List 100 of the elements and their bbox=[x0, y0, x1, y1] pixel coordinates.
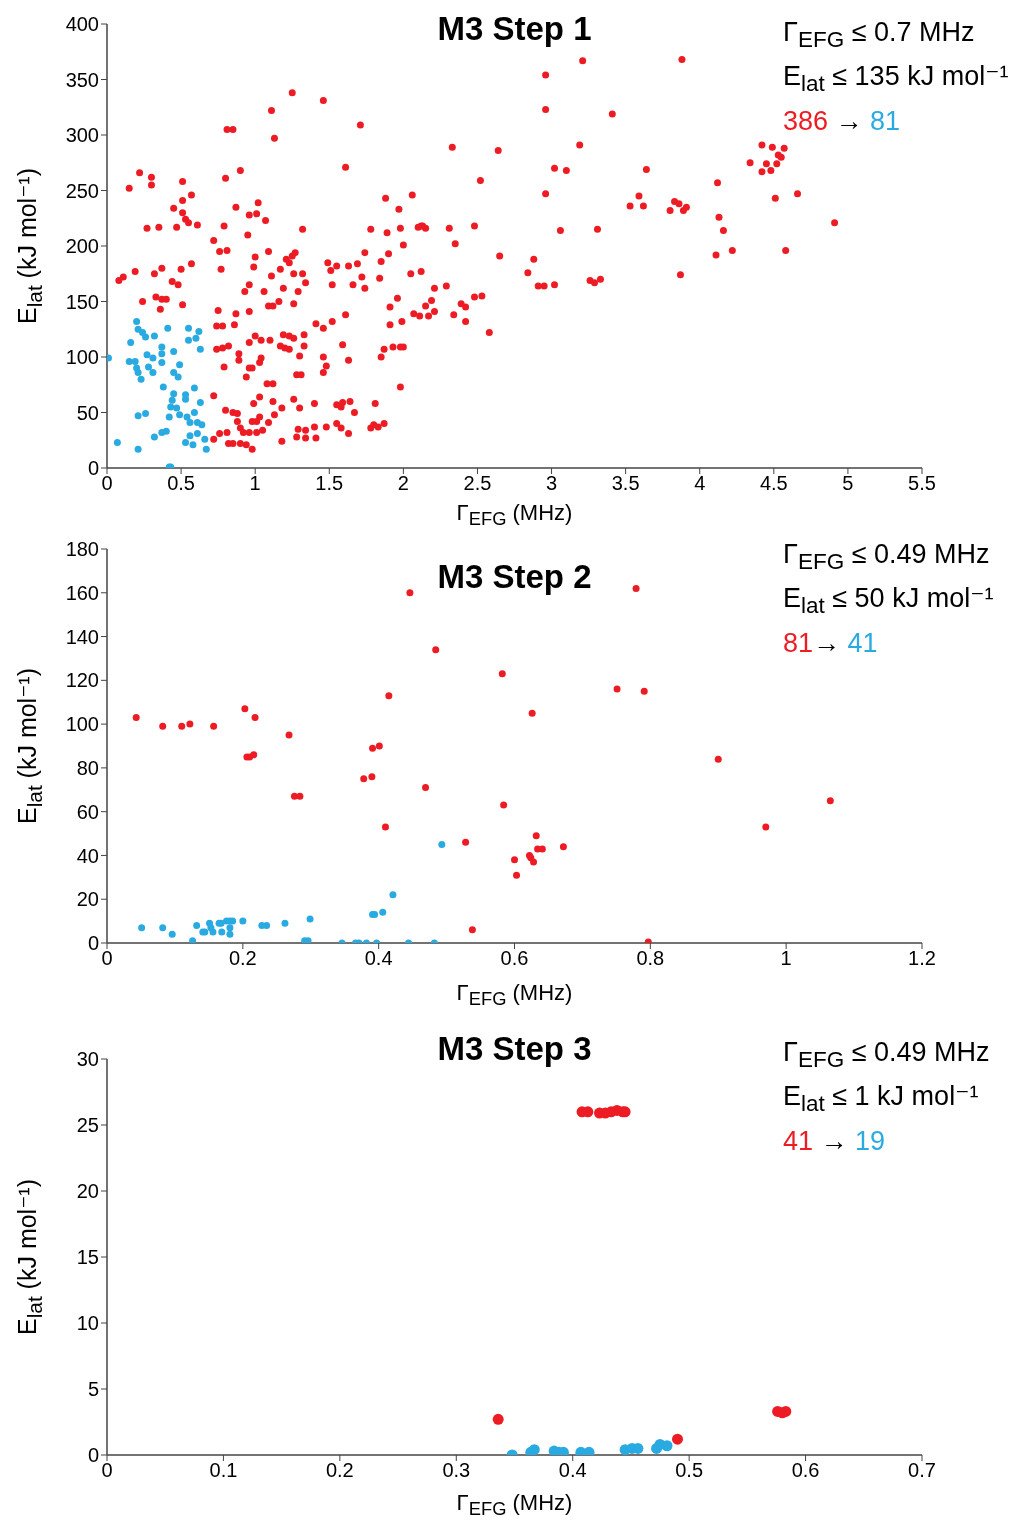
point bbox=[640, 687, 648, 695]
point bbox=[209, 928, 217, 936]
point bbox=[559, 843, 567, 851]
x-tick-label: 0.3 bbox=[442, 1459, 471, 1482]
point bbox=[492, 1413, 504, 1425]
point bbox=[196, 345, 204, 353]
point bbox=[164, 324, 172, 332]
point bbox=[632, 584, 640, 592]
point bbox=[134, 412, 142, 420]
point bbox=[186, 720, 194, 728]
annotation: Γ$_{EFG}$ ≤ 0.49 MHz bbox=[783, 538, 991, 577]
point bbox=[281, 919, 289, 927]
y-tick-label: 0 bbox=[87, 457, 99, 480]
point bbox=[285, 731, 293, 739]
point bbox=[432, 646, 440, 654]
point bbox=[176, 361, 184, 369]
point bbox=[182, 438, 190, 446]
x-tick-label: 4 bbox=[694, 472, 706, 495]
y-tick-label: 40 bbox=[76, 844, 99, 867]
y-tick-label: 100 bbox=[65, 346, 99, 369]
y-tick-label: 10 bbox=[76, 1312, 99, 1335]
point bbox=[134, 369, 142, 377]
y-tick-label: 140 bbox=[65, 625, 99, 648]
point bbox=[185, 324, 192, 332]
point bbox=[201, 435, 209, 443]
x-tick-label: 4.5 bbox=[759, 472, 788, 495]
x-tick-label: 0.5 bbox=[675, 1459, 704, 1482]
point bbox=[149, 369, 157, 377]
y-tick-label: 25 bbox=[76, 1114, 99, 1137]
point bbox=[158, 359, 166, 367]
point bbox=[138, 924, 146, 932]
point bbox=[185, 336, 192, 344]
point bbox=[375, 742, 383, 750]
point bbox=[263, 921, 271, 929]
x-tick-label: 0.8 bbox=[636, 947, 665, 970]
point bbox=[239, 917, 247, 925]
point bbox=[170, 369, 178, 377]
annotation: Γ$_{EFG}$ ≤ 0.49 MHz bbox=[783, 1036, 990, 1075]
y-tick-label: 350 bbox=[65, 68, 99, 91]
point bbox=[132, 714, 140, 722]
x-tick-label: 1 bbox=[780, 947, 792, 970]
point bbox=[406, 589, 414, 597]
point bbox=[170, 390, 178, 398]
point bbox=[498, 670, 506, 678]
x-tick-label: 3 bbox=[545, 472, 558, 495]
x-tick-label: 2.5 bbox=[463, 472, 492, 495]
point bbox=[113, 438, 121, 446]
point bbox=[468, 926, 476, 934]
x-axis-title: Γ$_{EFG}$ (MHz) bbox=[455, 500, 574, 531]
y-tick-label: 0 bbox=[87, 932, 99, 955]
x-tick-label: 0.6 bbox=[500, 947, 529, 970]
y-tick-label: 400 bbox=[65, 13, 99, 36]
point bbox=[196, 399, 204, 407]
x-tick-label: 0.4 bbox=[558, 1459, 587, 1482]
x-tick-label: 5.5 bbox=[908, 472, 936, 495]
point bbox=[661, 1440, 673, 1452]
point bbox=[158, 343, 166, 351]
x-tick-label: 0 bbox=[101, 1459, 113, 1482]
annotation: Γ$_{EFG}$ ≤ 0.7 MHz bbox=[783, 16, 976, 55]
point bbox=[193, 921, 201, 929]
y-tick-label: 20 bbox=[76, 1180, 99, 1203]
point bbox=[511, 856, 518, 864]
x-tick-label: 0.4 bbox=[364, 947, 393, 970]
point bbox=[250, 751, 258, 759]
point bbox=[583, 1446, 595, 1455]
annotation: E$_{lat}$ ≤ 50 kJ mol⁻¹ bbox=[783, 582, 994, 621]
point bbox=[613, 685, 621, 693]
point bbox=[193, 430, 201, 438]
y-tick-label: 100 bbox=[65, 713, 99, 736]
point bbox=[381, 823, 389, 831]
point bbox=[162, 427, 170, 435]
point bbox=[530, 858, 538, 866]
point bbox=[174, 373, 182, 381]
y-tick-label: 300 bbox=[65, 124, 99, 147]
x-tick-label: 2 bbox=[397, 472, 409, 495]
y-tick-label: 5 bbox=[87, 1378, 99, 1401]
y-tick-label: 200 bbox=[65, 235, 99, 258]
point bbox=[142, 333, 150, 341]
x-tick-label: 0 bbox=[101, 472, 113, 495]
point bbox=[369, 744, 377, 752]
point bbox=[168, 396, 176, 404]
x-tick-label: 0 bbox=[101, 947, 113, 970]
x-tick-label: 1 bbox=[249, 472, 261, 495]
point bbox=[226, 930, 234, 938]
annotation: 386 → 81 bbox=[783, 105, 901, 136]
point bbox=[189, 937, 197, 943]
x-tick-label: 0.2 bbox=[325, 1459, 354, 1482]
point bbox=[150, 332, 158, 340]
point bbox=[389, 891, 397, 899]
point bbox=[422, 784, 430, 792]
y-tick-label: 60 bbox=[76, 800, 99, 823]
point bbox=[165, 413, 173, 421]
y-tick-label: 80 bbox=[76, 756, 99, 779]
point bbox=[176, 411, 184, 419]
point bbox=[186, 432, 194, 440]
y-tick-label: 120 bbox=[65, 669, 99, 692]
point bbox=[125, 357, 133, 365]
y-tick-label: 160 bbox=[65, 581, 99, 604]
point bbox=[150, 433, 158, 441]
annotation: 41 → 19 bbox=[783, 1125, 886, 1156]
